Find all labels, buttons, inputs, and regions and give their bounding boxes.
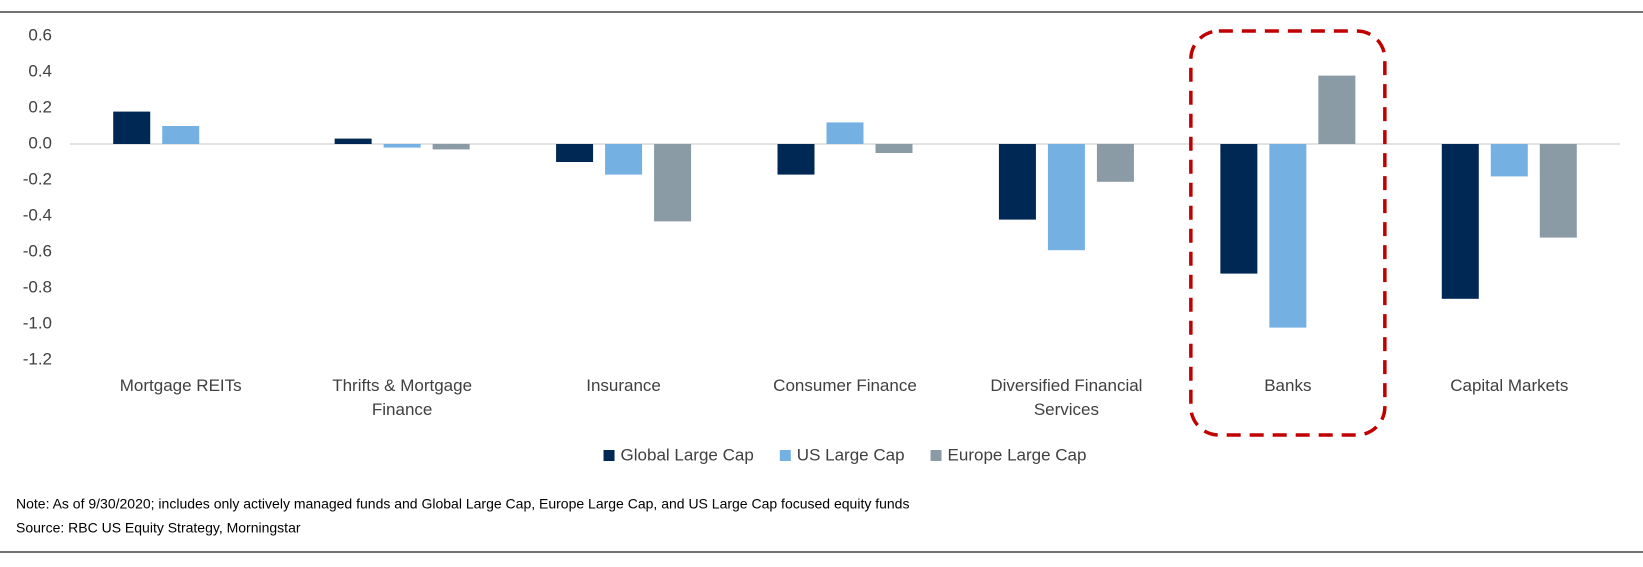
legend-swatch	[779, 450, 791, 461]
y-tick-label: 0.6	[28, 25, 52, 44]
legend-label: Europe Large Cap	[948, 445, 1087, 464]
legend-label: Global Large Cap	[621, 445, 754, 464]
x-tick-label-box: Diversified Financial Services	[990, 376, 1143, 419]
bar	[777, 144, 815, 175]
bar	[875, 144, 913, 153]
y-tick-label: 0.4	[28, 61, 52, 80]
x-tick-label: Mortgage REITs	[119, 376, 242, 395]
bar	[1539, 144, 1577, 238]
x-tick-label-box: Consumer Finance	[773, 376, 917, 395]
highlight-box	[1189, 29, 1387, 437]
y-tick-label: -1.0	[23, 313, 52, 332]
legend-swatch	[930, 450, 942, 461]
x-tick-label: Insurance	[586, 376, 661, 395]
bar	[162, 126, 200, 144]
x-tick-label: Capital Markets	[1450, 376, 1569, 395]
y-tick-label: 0.2	[28, 97, 52, 116]
legend-label: US Large Cap	[797, 445, 905, 464]
bar	[1096, 144, 1134, 182]
bar	[432, 144, 470, 150]
bar	[1441, 144, 1479, 299]
bar	[1318, 75, 1356, 144]
x-tick-label: Diversified Financial Services	[990, 376, 1143, 419]
bar	[113, 111, 151, 144]
legend-swatch	[603, 450, 615, 461]
bar	[826, 122, 864, 144]
bar	[383, 144, 421, 148]
bar	[605, 144, 643, 175]
y-tick-label: -0.6	[23, 241, 52, 260]
bar	[998, 144, 1036, 220]
note: Note: As of 9/30/2020; includes only act…	[16, 496, 909, 512]
y-tick-label: -0.4	[23, 205, 52, 224]
bar	[1220, 144, 1258, 274]
x-tick-label: Banks	[1264, 376, 1312, 395]
source: Source: RBC US Equity Strategy, Mornings…	[16, 520, 301, 536]
x-tick-label-box: Mortgage REITs	[119, 376, 242, 395]
x-tick-label-box: Thrifts & Mortgage Finance	[332, 376, 473, 419]
y-tick-label: -1.2	[23, 349, 52, 368]
bar	[1490, 144, 1528, 177]
x-tick-label-box: Banks	[1264, 376, 1312, 395]
y-tick-label: 0.0	[28, 133, 52, 152]
x-tick-label-box: Capital Markets	[1450, 376, 1569, 395]
bar	[334, 138, 372, 144]
x-tick-label: Consumer Finance	[773, 376, 917, 395]
bar	[654, 144, 692, 222]
bar	[1269, 144, 1307, 328]
y-tick-label: -0.8	[23, 277, 52, 296]
bar	[556, 144, 594, 162]
legend: Global Large Cap US Large Cap Europe Large…	[603, 445, 1087, 464]
x-tick-label-box: Insurance	[586, 376, 661, 395]
bar	[1047, 144, 1085, 251]
x-tick-label: Thrifts & Mortgage Finance	[332, 376, 473, 419]
y-tick-label: -0.2	[23, 169, 52, 188]
